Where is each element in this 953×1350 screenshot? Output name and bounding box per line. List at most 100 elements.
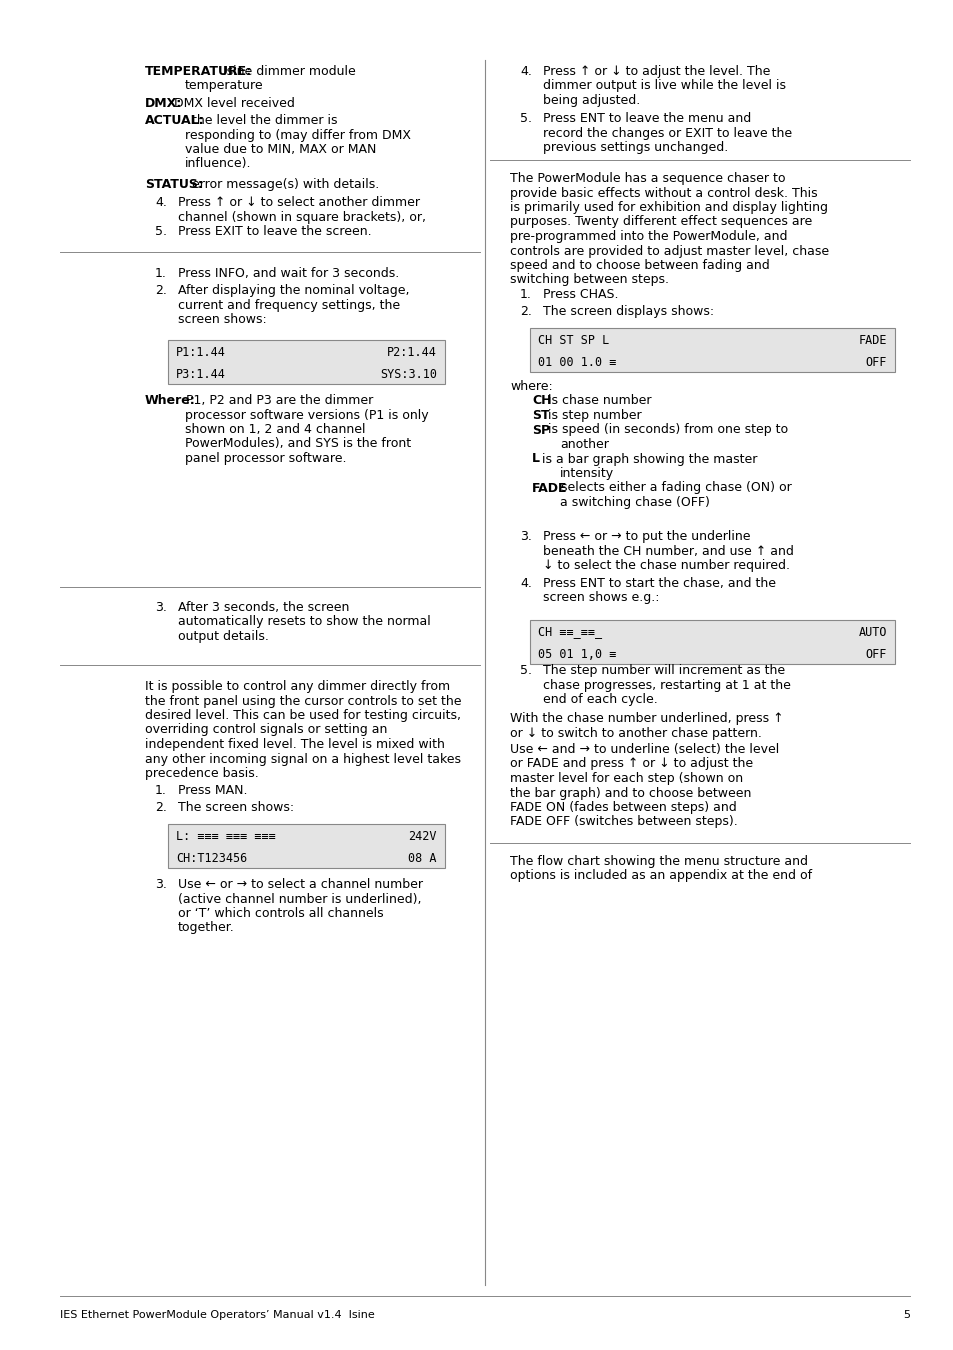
Text: Press ENT to leave the menu and: Press ENT to leave the menu and <box>542 112 750 126</box>
Text: Press ENT to start the chase, and the: Press ENT to start the chase, and the <box>542 576 775 590</box>
Text: 5.: 5. <box>154 225 167 238</box>
Text: is step number: is step number <box>544 409 641 423</box>
Text: TEMPERATURE:: TEMPERATURE: <box>145 65 252 78</box>
Text: is a bar graph showing the master: is a bar graph showing the master <box>537 452 757 466</box>
Text: 3.: 3. <box>154 601 167 614</box>
Text: processor software versions (P1 is only: processor software versions (P1 is only <box>185 409 428 421</box>
Text: 5.: 5. <box>519 664 532 676</box>
Text: the front panel using the cursor controls to set the: the front panel using the cursor control… <box>145 694 461 707</box>
Text: P1:1.44: P1:1.44 <box>175 346 226 359</box>
Text: FADE OFF (switches between steps).: FADE OFF (switches between steps). <box>510 815 737 829</box>
Text: P1, P2 and P3 are the dimmer: P1, P2 and P3 are the dimmer <box>182 394 373 406</box>
Text: DMX level received: DMX level received <box>170 97 294 109</box>
Text: together.: together. <box>178 922 234 934</box>
Text: 5.: 5. <box>519 112 532 126</box>
Text: provide basic effects without a control desk. This: provide basic effects without a control … <box>510 186 817 200</box>
Text: DMX:: DMX: <box>145 97 182 109</box>
Text: error message(s) with details.: error message(s) with details. <box>188 178 379 190</box>
Text: CH ≡≡_≡≡_: CH ≡≡_≡≡_ <box>537 625 601 639</box>
Text: temperature: temperature <box>185 80 263 93</box>
Text: 1.: 1. <box>154 784 167 796</box>
Text: or ‘T’ which controls all channels: or ‘T’ which controls all channels <box>178 907 383 919</box>
Text: speed and to choose between fading and: speed and to choose between fading and <box>510 259 769 271</box>
Text: the bar graph) and to choose between: the bar graph) and to choose between <box>510 787 751 799</box>
Text: Press INFO, and wait for 3 seconds.: Press INFO, and wait for 3 seconds. <box>178 267 399 279</box>
Text: panel processor software.: panel processor software. <box>185 452 346 464</box>
Text: previous settings unchanged.: previous settings unchanged. <box>542 140 727 154</box>
Text: automatically resets to show the normal: automatically resets to show the normal <box>178 616 431 629</box>
Text: 3.: 3. <box>154 878 167 891</box>
Text: The screen displays shows:: The screen displays shows: <box>542 305 714 319</box>
Text: 5: 5 <box>902 1310 909 1320</box>
Text: With the chase number underlined, press ↑: With the chase number underlined, press … <box>510 711 782 725</box>
Text: P3:1.44: P3:1.44 <box>175 367 226 381</box>
FancyBboxPatch shape <box>530 620 894 664</box>
Text: the level the dimmer is: the level the dimmer is <box>188 113 337 127</box>
Text: 1.: 1. <box>154 267 167 279</box>
Text: Press ↑ or ↓ to select another dimmer: Press ↑ or ↓ to select another dimmer <box>178 196 419 209</box>
Text: master level for each step (shown on: master level for each step (shown on <box>510 772 742 784</box>
Text: After displaying the nominal voltage,: After displaying the nominal voltage, <box>178 284 409 297</box>
Text: ST: ST <box>532 409 549 423</box>
Text: CH ST SP L: CH ST SP L <box>537 333 609 347</box>
Text: record the changes or EXIT to leave the: record the changes or EXIT to leave the <box>542 127 791 139</box>
Text: is speed (in seconds) from one step to: is speed (in seconds) from one step to <box>544 424 788 436</box>
Text: Use ← or → to select a channel number: Use ← or → to select a channel number <box>178 878 422 891</box>
Text: Press CHAS.: Press CHAS. <box>542 288 618 301</box>
Text: IES Ethernet PowerModule Operators’ Manual v1.4  Isine: IES Ethernet PowerModule Operators’ Manu… <box>60 1310 375 1320</box>
Text: end of each cycle.: end of each cycle. <box>542 693 657 706</box>
Text: (active channel number is underlined),: (active channel number is underlined), <box>178 892 421 906</box>
Text: screen shows e.g.:: screen shows e.g.: <box>542 591 659 605</box>
Text: shown on 1, 2 and 4 channel: shown on 1, 2 and 4 channel <box>185 423 365 436</box>
Text: Use ← and → to underline (select) the level: Use ← and → to underline (select) the le… <box>510 743 779 756</box>
Text: CH:T123456: CH:T123456 <box>175 852 247 864</box>
Text: Press ← or → to put the underline: Press ← or → to put the underline <box>542 531 750 543</box>
Text: ↓ to select the chase number required.: ↓ to select the chase number required. <box>542 559 789 572</box>
FancyBboxPatch shape <box>168 824 444 868</box>
Text: The flow chart showing the menu structure and: The flow chart showing the menu structur… <box>510 855 807 868</box>
Text: PowerModules), and SYS is the front: PowerModules), and SYS is the front <box>185 437 411 451</box>
Text: another: another <box>559 437 608 451</box>
Text: dimmer output is live while the level is: dimmer output is live while the level is <box>542 80 785 93</box>
Text: 05 01 1,0 ≡: 05 01 1,0 ≡ <box>537 648 616 660</box>
Text: options is included as an appendix at the end of: options is included as an appendix at th… <box>510 869 811 883</box>
Text: After 3 seconds, the screen: After 3 seconds, the screen <box>178 601 349 614</box>
Text: desired level. This can be used for testing circuits,: desired level. This can be used for test… <box>145 709 460 722</box>
Text: pre-programmed into the PowerModule, and: pre-programmed into the PowerModule, and <box>510 230 786 243</box>
Text: CH: CH <box>532 394 551 408</box>
Text: independent fixed level. The level is mixed with: independent fixed level. The level is mi… <box>145 738 444 751</box>
Text: 242V: 242V <box>408 829 436 842</box>
Text: 2.: 2. <box>519 305 532 319</box>
Text: switching between steps.: switching between steps. <box>510 274 668 286</box>
Text: value due to MIN, MAX or MAN: value due to MIN, MAX or MAN <box>185 143 376 157</box>
Text: purposes. Twenty different effect sequences are: purposes. Twenty different effect sequen… <box>510 216 811 228</box>
Text: Where:: Where: <box>145 394 195 406</box>
Text: It is possible to control any dimmer directly from: It is possible to control any dimmer dir… <box>145 680 450 693</box>
Text: Press MAN.: Press MAN. <box>178 784 247 796</box>
Text: 4.: 4. <box>154 196 167 209</box>
Text: SYS:3.10: SYS:3.10 <box>379 367 436 381</box>
Text: 1.: 1. <box>519 288 532 301</box>
Text: 2.: 2. <box>154 284 167 297</box>
Text: is primarily used for exhibition and display lighting: is primarily used for exhibition and dis… <box>510 201 827 215</box>
Text: selects either a fading chase (ON) or: selects either a fading chase (ON) or <box>557 482 791 494</box>
Text: is chase number: is chase number <box>544 394 651 408</box>
Text: FADE: FADE <box>858 333 886 347</box>
Text: any other incoming signal on a highest level takes: any other incoming signal on a highest l… <box>145 752 460 765</box>
Text: 4.: 4. <box>519 65 532 78</box>
Text: where:: where: <box>510 379 552 393</box>
Text: chase progresses, restarting at 1 at the: chase progresses, restarting at 1 at the <box>542 679 790 691</box>
Text: beneath the CH number, and use ↑ and: beneath the CH number, and use ↑ and <box>542 544 793 558</box>
Text: Press EXIT to leave the screen.: Press EXIT to leave the screen. <box>178 225 372 238</box>
Text: The screen shows:: The screen shows: <box>178 801 294 814</box>
Text: 2.: 2. <box>154 801 167 814</box>
Text: L: L <box>532 452 539 466</box>
Text: Press ↑ or ↓ to adjust the level. The: Press ↑ or ↓ to adjust the level. The <box>542 65 770 78</box>
Text: influence).: influence). <box>185 158 252 170</box>
Text: responding to (may differ from DMX: responding to (may differ from DMX <box>185 128 411 142</box>
Text: current and frequency settings, the: current and frequency settings, the <box>178 298 399 312</box>
Text: OFF: OFF <box>864 648 886 660</box>
Text: FADE ON (fades between steps) and: FADE ON (fades between steps) and <box>510 801 736 814</box>
Text: OFF: OFF <box>864 355 886 369</box>
Text: being adjusted.: being adjusted. <box>542 95 639 107</box>
